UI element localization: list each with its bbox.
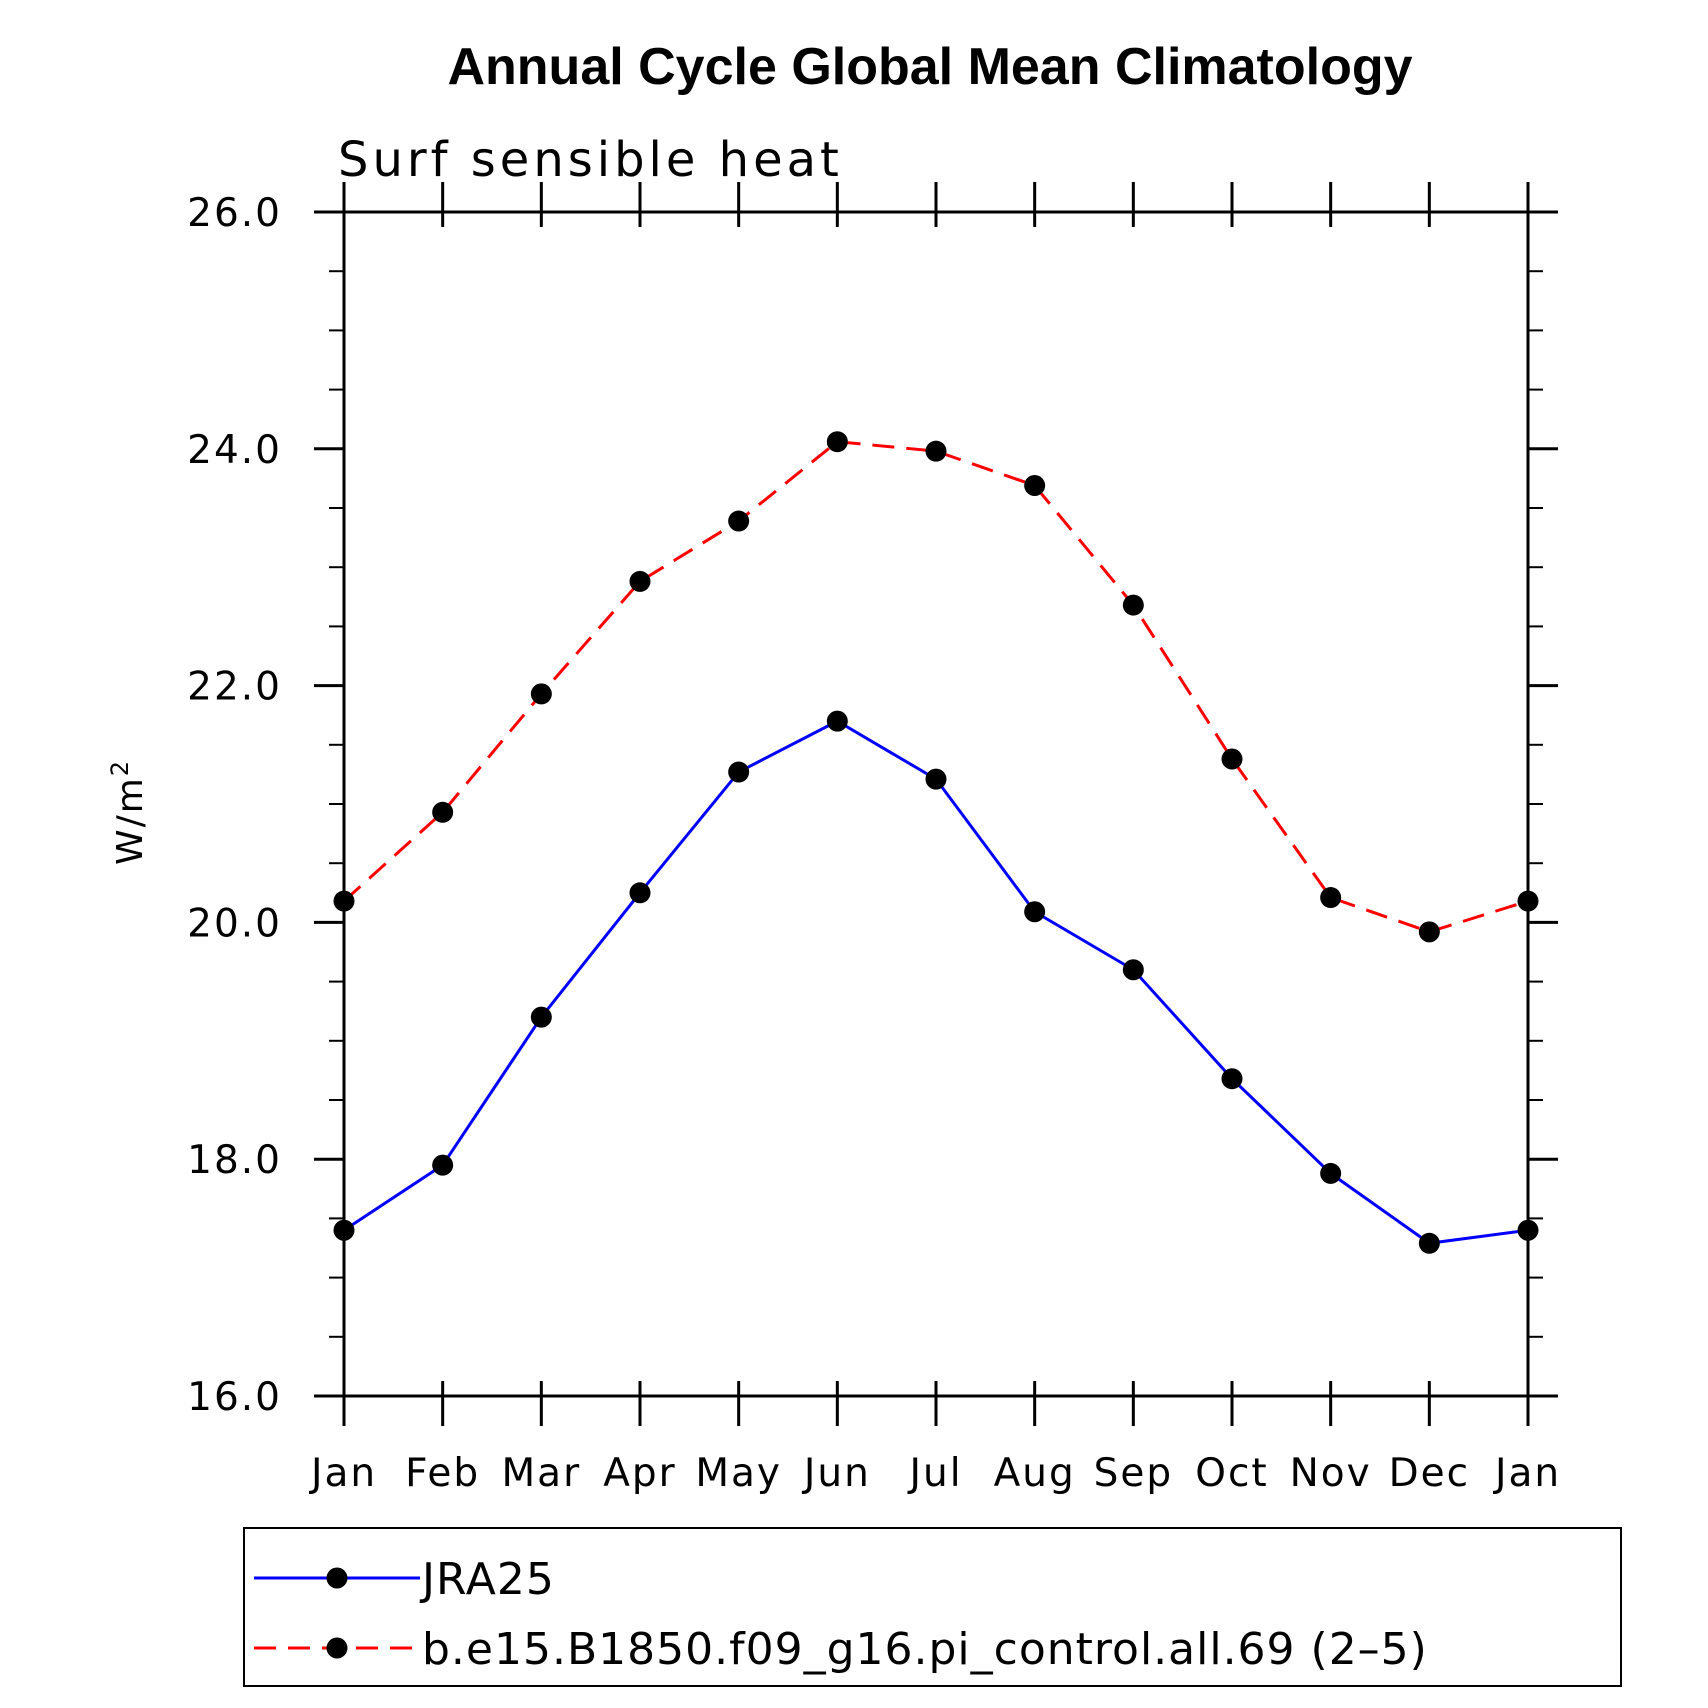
series-2-point xyxy=(629,570,651,592)
legend-marker-2 xyxy=(326,1637,348,1659)
series-1-point xyxy=(728,761,750,783)
x-tick-label: Jul xyxy=(906,1451,962,1496)
x-tick-label: Nov xyxy=(1290,1451,1372,1496)
series-2-point xyxy=(530,683,552,705)
series-line-1 xyxy=(343,719,1529,1245)
series-1-point xyxy=(629,882,651,904)
series-1-point xyxy=(1024,901,1046,923)
chart-subtitle: Surf sensible heat xyxy=(338,132,843,188)
series-1-point xyxy=(432,1154,454,1176)
series-1-point xyxy=(1320,1162,1342,1184)
legend-label-2: b.e15.B1850.f09_g16.pi_control.all.69 (2… xyxy=(422,1624,1428,1675)
series-2-point xyxy=(1320,887,1342,909)
x-tick-label: Oct xyxy=(1195,1451,1268,1496)
x-tick-label: Jan xyxy=(1492,1451,1561,1496)
x-tick-label: Sep xyxy=(1094,1451,1174,1496)
series-2-point xyxy=(1517,890,1539,912)
y-tick-label: 20.0 xyxy=(187,901,282,946)
series-2-point xyxy=(432,801,454,823)
series-1-point xyxy=(333,1219,355,1241)
series-2-point xyxy=(728,510,750,532)
series-1-point xyxy=(1221,1068,1243,1090)
y-axis-label: W/m2 xyxy=(106,759,151,865)
y-tick-label: 16.0 xyxy=(187,1375,282,1420)
y-axis-label-superscript: 2 xyxy=(106,759,134,776)
series-1-point xyxy=(530,1006,552,1028)
series-1-point xyxy=(1122,959,1144,981)
x-tick-label: Apr xyxy=(603,1451,676,1496)
legend-box xyxy=(243,1527,1622,1687)
series-2-point xyxy=(925,440,947,462)
series-2-point xyxy=(1221,748,1243,770)
series-2-point xyxy=(1418,921,1440,943)
series-2-point xyxy=(1024,475,1046,497)
legend-marker-1 xyxy=(326,1567,348,1589)
chart-title: Annual Cycle Global Mean Climatology xyxy=(447,38,1412,96)
series-1-point xyxy=(1418,1232,1440,1254)
x-tick-label: Aug xyxy=(994,1451,1076,1496)
series-1-point xyxy=(925,768,947,790)
x-tick-label: Dec xyxy=(1389,1451,1470,1496)
series-2-point xyxy=(826,431,848,453)
x-tick-label: Jan xyxy=(308,1451,377,1496)
y-axis-label-text: W/m xyxy=(110,776,151,865)
series-layer xyxy=(333,431,1539,1254)
x-tick-label: May xyxy=(695,1451,782,1496)
legend-label-1: JRA25 xyxy=(419,1554,555,1605)
series-1-point xyxy=(1517,1219,1539,1241)
series-line-2 xyxy=(342,440,1529,934)
legend: JRA25 b.e15.B1850.f09_g16.pi_control.all.… xyxy=(243,1527,1622,1687)
series-2-point xyxy=(1122,594,1144,616)
y-tick-label: 22.0 xyxy=(187,665,282,710)
svg-text:W/m2: W/m2 xyxy=(106,759,151,865)
y-tick-label: 26.0 xyxy=(187,191,282,236)
x-tick-label: Mar xyxy=(502,1451,582,1496)
x-tick-label: Jun xyxy=(801,1451,871,1496)
series-2-point xyxy=(333,890,355,912)
x-tick-label: Feb xyxy=(405,1451,480,1496)
axes: Jan Feb Mar Apr May Jun Jul Aug Sep Oct Nov Dec Jan 1… xyxy=(187,182,1561,1496)
y-tick-label: 18.0 xyxy=(187,1138,282,1183)
plot-frame xyxy=(342,210,1530,1398)
series-1-point xyxy=(826,710,848,732)
y-tick-label: 24.0 xyxy=(187,428,282,473)
